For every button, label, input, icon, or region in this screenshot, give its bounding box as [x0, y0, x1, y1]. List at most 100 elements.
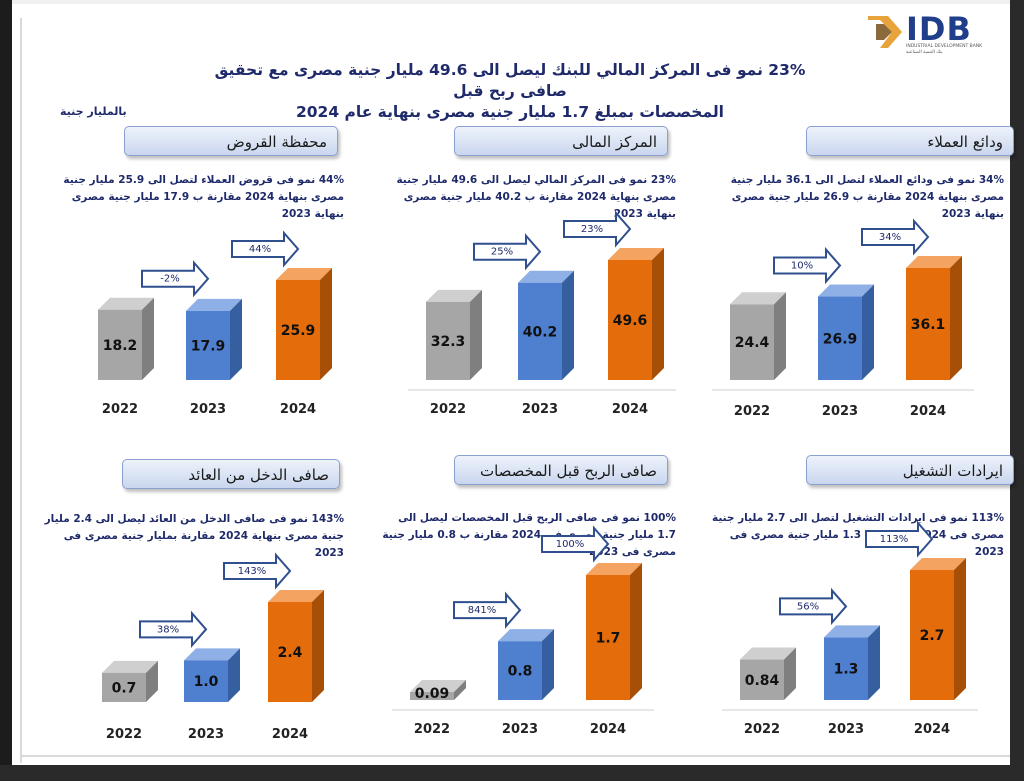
chart-loan-portfolio: محفظة القروض 44% نمو فى قروض العملاء لتص…: [50, 126, 350, 426]
bar-2023: [518, 270, 574, 380]
year-tick-label: 2022: [106, 727, 142, 742]
growth-arrow: 10%: [773, 246, 842, 285]
growth-label: 38%: [157, 624, 179, 635]
bar-chart: 0.84 2022 1.3 2023 2.7 2024 56% 113%: [722, 520, 978, 737]
bar-chart: 32.3 2022 40.2 2023 49.6 2024 25% 23%: [408, 210, 676, 417]
growth-label: 841%: [468, 605, 497, 616]
bar-front: [498, 641, 542, 700]
headline-line-1: 23% نمو فى المركز المالي للبنك ليصل الى …: [214, 61, 806, 100]
bar-2024: [608, 248, 664, 380]
frame-border-bottom: [20, 755, 1010, 757]
bar-2023: [824, 625, 880, 700]
bar-top: [730, 292, 786, 305]
bar-2022: [426, 289, 482, 380]
bar-2023: [186, 298, 242, 380]
year-tick-label: 2024: [612, 402, 648, 417]
arrow-shape: [541, 525, 610, 563]
growth-label: 113%: [880, 534, 909, 545]
bar-side: [862, 284, 874, 380]
bar-side: [320, 268, 332, 380]
bar-2024: [268, 590, 324, 702]
bar-value-label: 1.7: [596, 631, 621, 647]
bar-2024: [586, 563, 642, 700]
chart-title: المركز المالى: [454, 126, 668, 156]
bar-top: [910, 558, 966, 570]
bar-side: [652, 248, 664, 380]
chart-description: 44% نمو فى قروض العملاء لتصل الى 25.9 مل…: [63, 174, 344, 220]
bar-value-label: 0.84: [745, 673, 780, 689]
bar-chart: 24.4 2022 26.9 2023 36.1 2024 10% 34%: [712, 218, 974, 419]
bar-2022: [102, 660, 158, 702]
bar-2022: [98, 297, 154, 380]
bar-front: [98, 309, 142, 380]
bar-front: [426, 301, 470, 380]
chart-title: صافى الربح قبل المخصصات: [454, 455, 668, 485]
bar-front: [586, 575, 630, 700]
bar-value-label: 49.6: [613, 313, 648, 329]
bar-front: [910, 570, 954, 700]
bar-value-label: 18.2: [103, 338, 138, 354]
chart-title: ودائع العملاء: [806, 126, 1014, 156]
bar-side: [784, 647, 796, 700]
bar-top: [906, 256, 962, 268]
bar-value-label: 26.9: [823, 331, 858, 347]
bar-top: [518, 270, 574, 283]
year-tick-label: 2022: [414, 722, 450, 737]
bar-top: [740, 647, 796, 660]
chart-description: 23% نمو فى المركز المالي ليصل الى 49.6 م…: [396, 174, 676, 220]
arrow-shape: [563, 210, 632, 248]
top-edge: [12, 0, 1010, 4]
growth-arrow: 56%: [779, 587, 848, 626]
right-edge: [1010, 0, 1024, 781]
page-headline: 23% نمو فى المركز المالي للبنك ليصل الى …: [200, 60, 820, 123]
arrow-shape: [223, 552, 292, 590]
bar-value-label: 24.4: [735, 335, 770, 351]
bar-top: [824, 625, 880, 638]
bar-top: [608, 248, 664, 260]
bar-chart: 0.09 2022 0.8 2023 1.7 2024 841% 100%: [392, 525, 654, 737]
growth-label: 100%: [556, 539, 585, 550]
year-tick-label: 2024: [280, 402, 316, 417]
year-tick-label: 2022: [734, 404, 770, 419]
bar-value-label: 0.8: [508, 664, 533, 680]
bar-value-label: 2.7: [920, 628, 945, 644]
arrow-shape: [773, 246, 842, 285]
bar-side: [774, 292, 786, 380]
logo-text: IDB: [906, 10, 972, 48]
bar-2024: [906, 256, 962, 380]
bar-side: [142, 297, 154, 380]
bar-side: [230, 298, 242, 380]
growth-arrow: 23%: [563, 210, 632, 248]
growth-arrow: 100%: [541, 525, 610, 563]
chart-financial-position: المركز المالى 23% نمو فى المركز المالي ل…: [376, 126, 676, 426]
chart-description: 34% نمو فى ودائع العملاء لتصل الى 36.1 م…: [730, 174, 1004, 220]
bar-value-label: 1.0: [194, 674, 219, 690]
arrow-shape: [865, 520, 934, 558]
chart-operating-revenue: ايرادات التشغيل 113% نمو فى ايرادات التش…: [704, 455, 1014, 755]
growth-label: 34%: [879, 232, 901, 243]
bar-side: [542, 629, 554, 700]
bar-2024: [276, 268, 332, 380]
year-tick-label: 2023: [522, 402, 558, 417]
bar-chart: 0.7 2022 1.0 2023 2.4 2024 38% 143%: [102, 552, 324, 742]
bar-top: [276, 268, 332, 280]
chart-description: 143% نمو فى صافى الدخل من العائد ليصل ال…: [44, 513, 344, 559]
growth-arrow: -2%: [141, 260, 210, 298]
chart-net-profit-before-provisions: صافى الربح قبل المخصصات 100% نمو فى صافى…: [376, 455, 676, 755]
bar-2022: [730, 292, 786, 380]
bar-2024: [910, 558, 966, 700]
year-tick-label: 2022: [430, 402, 466, 417]
chart-title: محفظة القروض: [124, 126, 338, 156]
bar-side: [954, 558, 966, 700]
growth-arrow: 113%: [865, 520, 934, 558]
chart-customer-deposits: ودائع العملاء 34% نمو فى ودائع العملاء ل…: [704, 126, 1014, 426]
bar-side: [470, 289, 482, 380]
bar-front: [268, 602, 312, 702]
year-tick-label: 2023: [502, 722, 538, 737]
bar-front: [186, 310, 230, 380]
bar-top: [184, 648, 240, 661]
arrow-shape: [779, 587, 848, 626]
bar-value-label: 0.7: [112, 680, 137, 696]
bar-side: [312, 590, 324, 702]
bar-2023: [184, 648, 240, 702]
